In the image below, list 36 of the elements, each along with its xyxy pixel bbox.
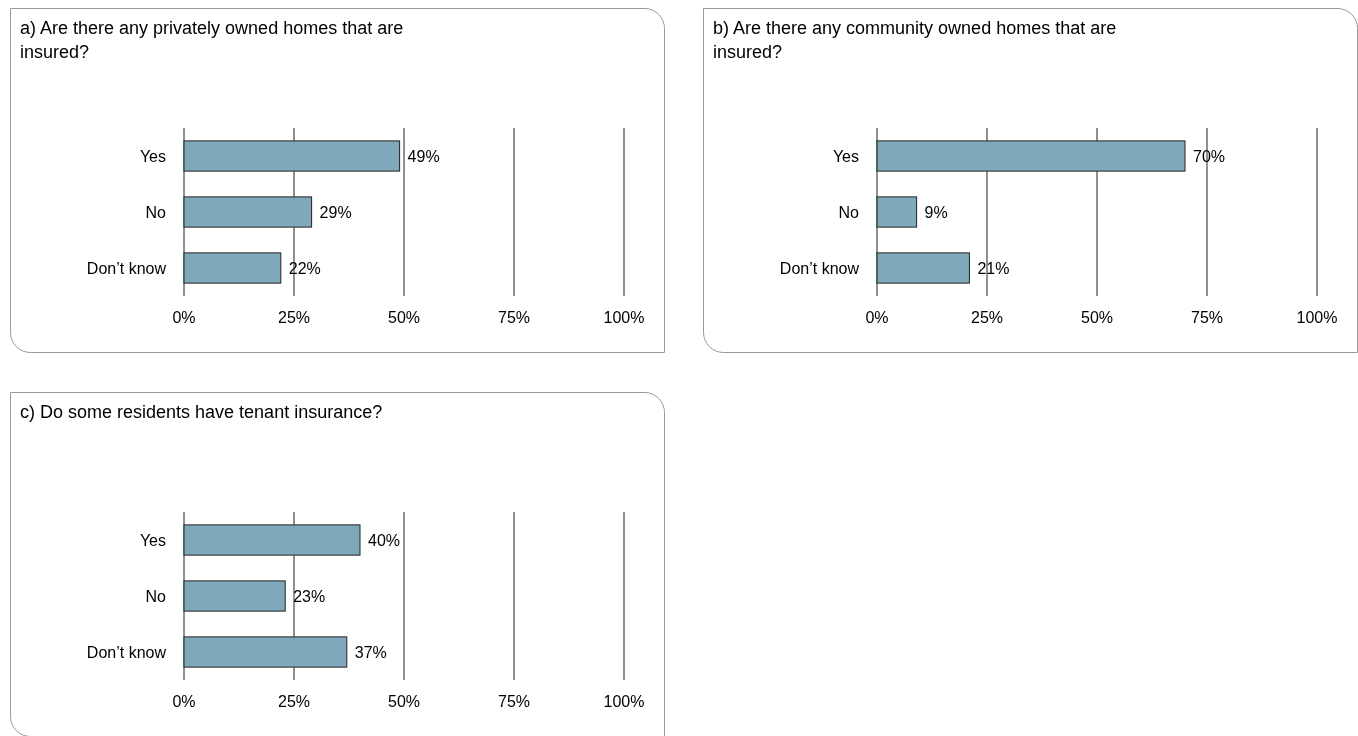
x-tick-label: 0% <box>172 693 196 710</box>
data-label: 23% <box>293 587 326 605</box>
chart-title: a) Are there any privately owned homes that are insured? <box>20 18 404 62</box>
data-label: 37% <box>354 643 387 661</box>
data-label: 9% <box>924 203 948 221</box>
y-tick-label: Yes <box>139 531 166 549</box>
y-tick-label: No <box>145 203 167 221</box>
y-tick-label: Yes <box>832 147 859 165</box>
x-tick-label: 25% <box>970 309 1004 326</box>
data-label: 40% <box>368 531 401 549</box>
x-tick-label: 75% <box>497 693 531 710</box>
y-tick-label: No <box>838 203 860 221</box>
y-tick-label: Don’t know <box>86 259 167 277</box>
x-tick-label: 100% <box>603 309 645 326</box>
y-tick-label: Don’t know <box>779 259 860 277</box>
data-label: 22% <box>288 259 321 277</box>
x-tick-label: 100% <box>1296 309 1338 326</box>
data-label: 70% <box>1193 147 1226 165</box>
data-label: 29% <box>319 203 352 221</box>
x-tick-label: 25% <box>277 309 311 326</box>
y-tick-label: No <box>145 587 167 605</box>
x-tick-label: 50% <box>387 309 421 326</box>
data-label: 49% <box>407 147 440 165</box>
x-tick-label: 25% <box>277 693 311 710</box>
y-tick-label: Yes <box>139 147 166 165</box>
chart-title: c) Do some residents have tenant insurance? <box>20 402 383 422</box>
x-tick-label: 50% <box>1080 309 1114 326</box>
chart-title: b) Are there any community owned homes that are insured? <box>713 18 1117 62</box>
x-tick-label: 75% <box>1190 309 1224 326</box>
y-tick-label: Don’t know <box>86 643 167 661</box>
data-label: 21% <box>977 259 1010 277</box>
x-tick-label: 100% <box>603 693 645 710</box>
x-tick-label: 75% <box>497 309 531 326</box>
x-tick-label: 0% <box>865 309 889 326</box>
x-tick-label: 50% <box>387 693 421 710</box>
x-tick-label: 0% <box>172 309 196 326</box>
